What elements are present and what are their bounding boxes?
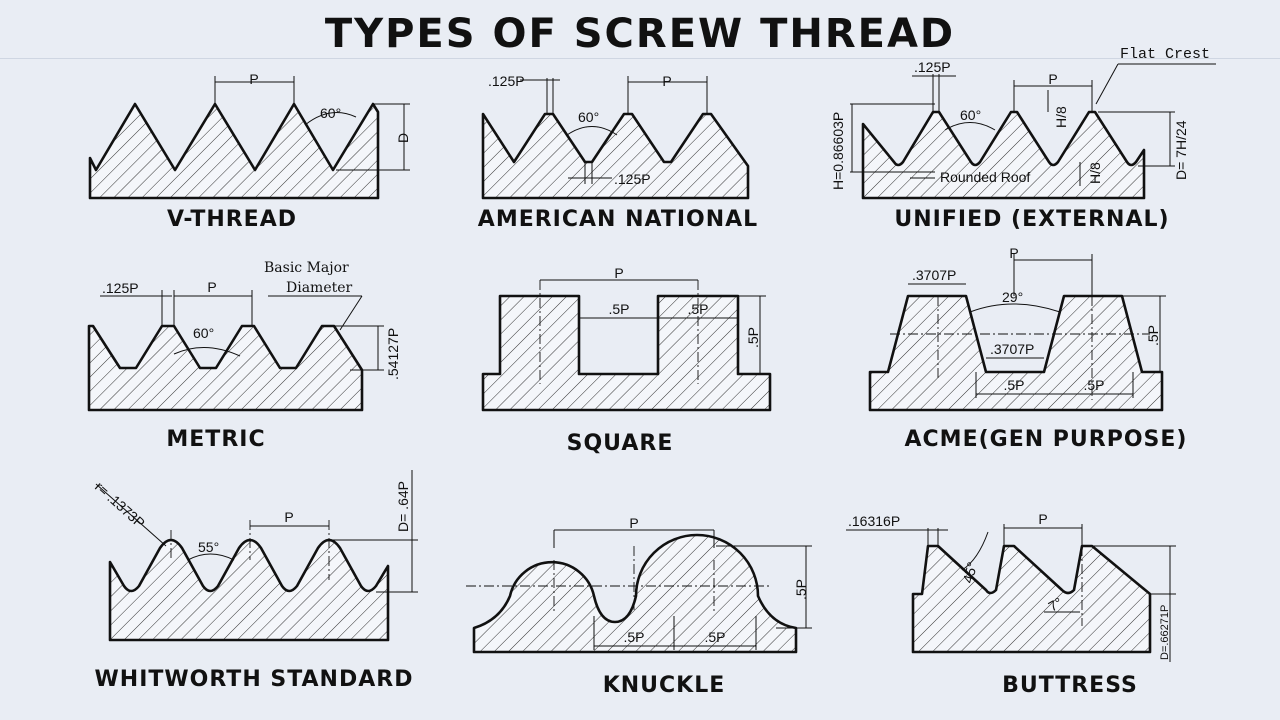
unified-rounded-root-label: Rounded Roof [940,169,1030,185]
buttress-profile [911,544,1152,654]
unified-height-label: H=0.86603P [830,112,846,190]
whitworth-radius-label: r= .1373P [92,478,148,531]
v-thread-caption: V-THREAD [167,207,297,232]
metric-basic-major-label: Basic Major [264,260,349,276]
metric-depth-label: .54127P [385,328,401,380]
whitworth-pitch-label: P [284,509,293,525]
acme-pitch-label: P [1009,245,1018,261]
v-thread-pitch-label: P [249,71,258,87]
metric-pitch-label: P [207,279,216,295]
v-thread-profile [88,102,380,200]
acme-diagram: P .3707P 29° .3707P .5P .5P .5P ACME(GEN… [868,245,1188,452]
acme-profile [868,294,1164,412]
knuckle-profile [472,533,798,654]
acme-flat-root-label: .3707P [990,341,1034,357]
unified-flat-top-label: .125P [914,59,951,75]
unified-h-bottom-label: H/8 [1087,162,1103,184]
page-title: TYPES OF SCREW THREAD [324,11,956,57]
metric-diameter-label: Diameter [286,280,353,296]
buttress-pitch-label: P [1038,511,1047,527]
buttress-depth-label: D=.66271P [1159,605,1171,660]
acme-angle-label: 29° [1002,289,1023,305]
whitworth-profile [108,538,390,642]
metric-diagram: .125P P Basic Major Diameter 60° .54127P… [87,260,401,452]
whitworth-depth-label: D= .64P [395,481,411,532]
unified-h-top-label: H/8 [1053,106,1069,128]
title-divider [0,58,1280,59]
square-diagram: P .5P .5P .5P SQUARE [481,265,772,456]
american-national-flat-top-label: .125P [488,73,525,89]
metric-profile [87,324,364,412]
buttress-flat-label: .16316P [848,513,900,529]
buttress-caption: BUTTRESS [1002,673,1138,698]
v-thread-diagram: P 60° D V-THREAD [88,71,411,232]
american-national-pitch-label: P [662,73,671,89]
knuckle-half-left-label: .5P [623,629,644,645]
square-pitch-label: P [614,265,623,281]
unified-external-caption: UNIFIED (EXTERNAL) [894,207,1169,232]
whitworth-diagram: P r= .1373P 55° D= .64P WHITWORTH STANDA… [92,470,418,692]
unified-pitch-label: P [1048,71,1057,87]
v-thread-angle-label: 60° [320,105,341,121]
acme-caption: ACME(GEN PURPOSE) [905,427,1188,452]
unified-depth-label: D= 7H/24 [1173,120,1189,180]
american-national-angle-label: 60° [578,109,599,125]
buttress-diagram: .16316P P 45° 7° D=.66271P BUTTRESS [846,511,1176,698]
acme-half-left-label: .5P [1003,377,1024,393]
acme-depth-label: .5P [1145,325,1161,346]
knuckle-diagram: P .5P .5P .5P KNUCKLE [466,515,812,698]
american-national-caption: AMERICAN NATIONAL [478,207,758,232]
square-depth-label: .5P [745,327,761,348]
acme-half-right-label: .5P [1083,377,1104,393]
unified-flat-crest-label: Flat Crest [1120,46,1210,63]
square-gap-label: .5P [608,301,629,317]
whitworth-angle-label: 55° [198,539,219,555]
american-national-flat-root-label: .125P [614,171,651,187]
metric-angle-label: 60° [193,325,214,341]
metric-caption: METRIC [166,427,265,452]
knuckle-pitch-label: P [629,515,638,531]
buttress-angle-label: 45° [959,560,980,585]
unified-external-profile [861,110,1146,200]
knuckle-half-right-label: .5P [704,629,725,645]
v-thread-depth-label: D [395,133,411,143]
whitworth-caption: WHITWORTH STANDARD [95,667,414,692]
acme-flat-top-label: .3707P [912,267,956,283]
unified-angle-label: 60° [960,107,981,123]
knuckle-caption: KNUCKLE [603,673,726,698]
unified-external-diagram: Flat Crest .125P P H=0.86603P 60° H/8 D=… [830,46,1216,232]
knuckle-depth-label: .5P [793,579,809,600]
square-caption: SQUARE [567,431,674,456]
metric-flat-label: .125P [102,280,139,296]
american-national-diagram: .125P P 60° .125P AMERICAN NATIONAL [478,73,758,232]
square-tooth-label: .5P [687,301,708,317]
